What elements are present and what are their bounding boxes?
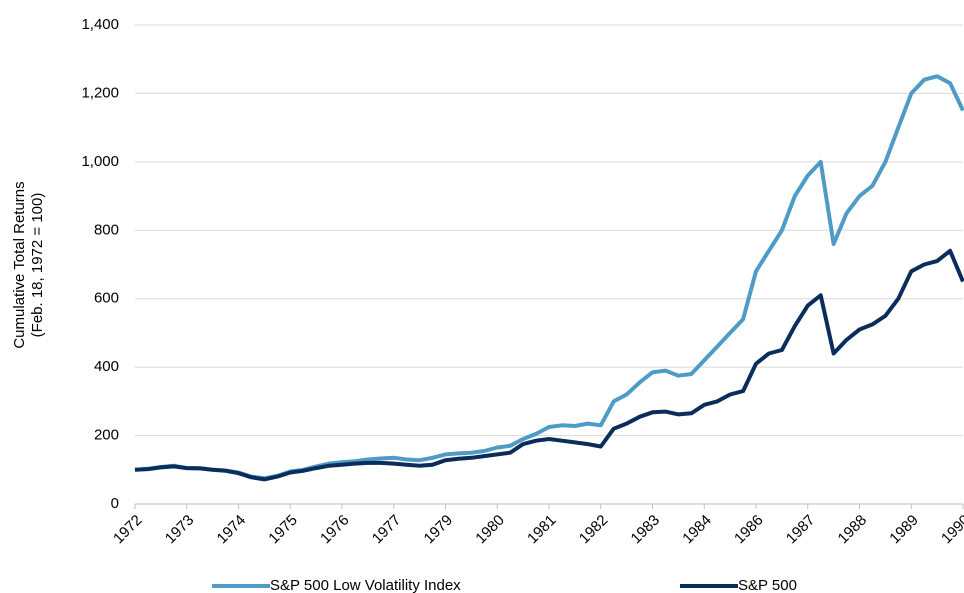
x-tick-label: 1973 bbox=[162, 512, 198, 548]
y-tick-label: 200 bbox=[94, 427, 119, 444]
x-tick-label: 1983 bbox=[628, 512, 664, 548]
y-tick-label: 1,400 bbox=[81, 16, 119, 33]
line-series bbox=[134, 74, 964, 481]
y-tick-label: 600 bbox=[94, 290, 119, 307]
x-tick-label: 1979 bbox=[421, 512, 457, 548]
legend-item: S&P 500 bbox=[680, 577, 797, 593]
x-tick-label: 1989 bbox=[886, 512, 922, 548]
x-tick-label: 1976 bbox=[317, 512, 353, 548]
x-tick-label: 1980 bbox=[472, 512, 508, 548]
x-tick-label: 1977 bbox=[369, 512, 405, 548]
y-tick-label: 400 bbox=[94, 358, 119, 375]
x-tick-label: 1987 bbox=[783, 512, 819, 548]
x-tick-label: 1986 bbox=[731, 512, 767, 548]
y-axis-title-line: Cumulative Total Returns bbox=[11, 181, 28, 348]
y-axis-title-line: (Feb. 18, 1972 = 100) bbox=[29, 193, 46, 338]
y-tick-label: 1,200 bbox=[81, 84, 119, 101]
x-tick-label: 1975 bbox=[265, 512, 301, 548]
y-tick-label: 800 bbox=[94, 221, 119, 238]
x-tick-label: 1990 bbox=[938, 512, 964, 548]
legend-label: S&P 500 bbox=[738, 577, 797, 593]
y-axis-title: Cumulative Total Returns (Feb. 18, 1972 … bbox=[11, 181, 46, 348]
y-tick-label: 1,000 bbox=[81, 153, 119, 170]
legend-label: S&P 500 Low Volatility Index bbox=[270, 577, 461, 593]
legend-item: S&P 500 Low Volatility Index bbox=[212, 577, 461, 593]
y-tick-label: 0 bbox=[111, 495, 119, 512]
line-series bbox=[134, 248, 964, 482]
x-tick-label: 1988 bbox=[835, 512, 871, 548]
x-tick-label: 1984 bbox=[679, 512, 715, 548]
x-tick-label: 1981 bbox=[524, 512, 560, 548]
x-tick-label: 1982 bbox=[576, 512, 612, 548]
x-tick-label: 1972 bbox=[110, 512, 146, 548]
x-tick-label: 1974 bbox=[214, 512, 250, 548]
